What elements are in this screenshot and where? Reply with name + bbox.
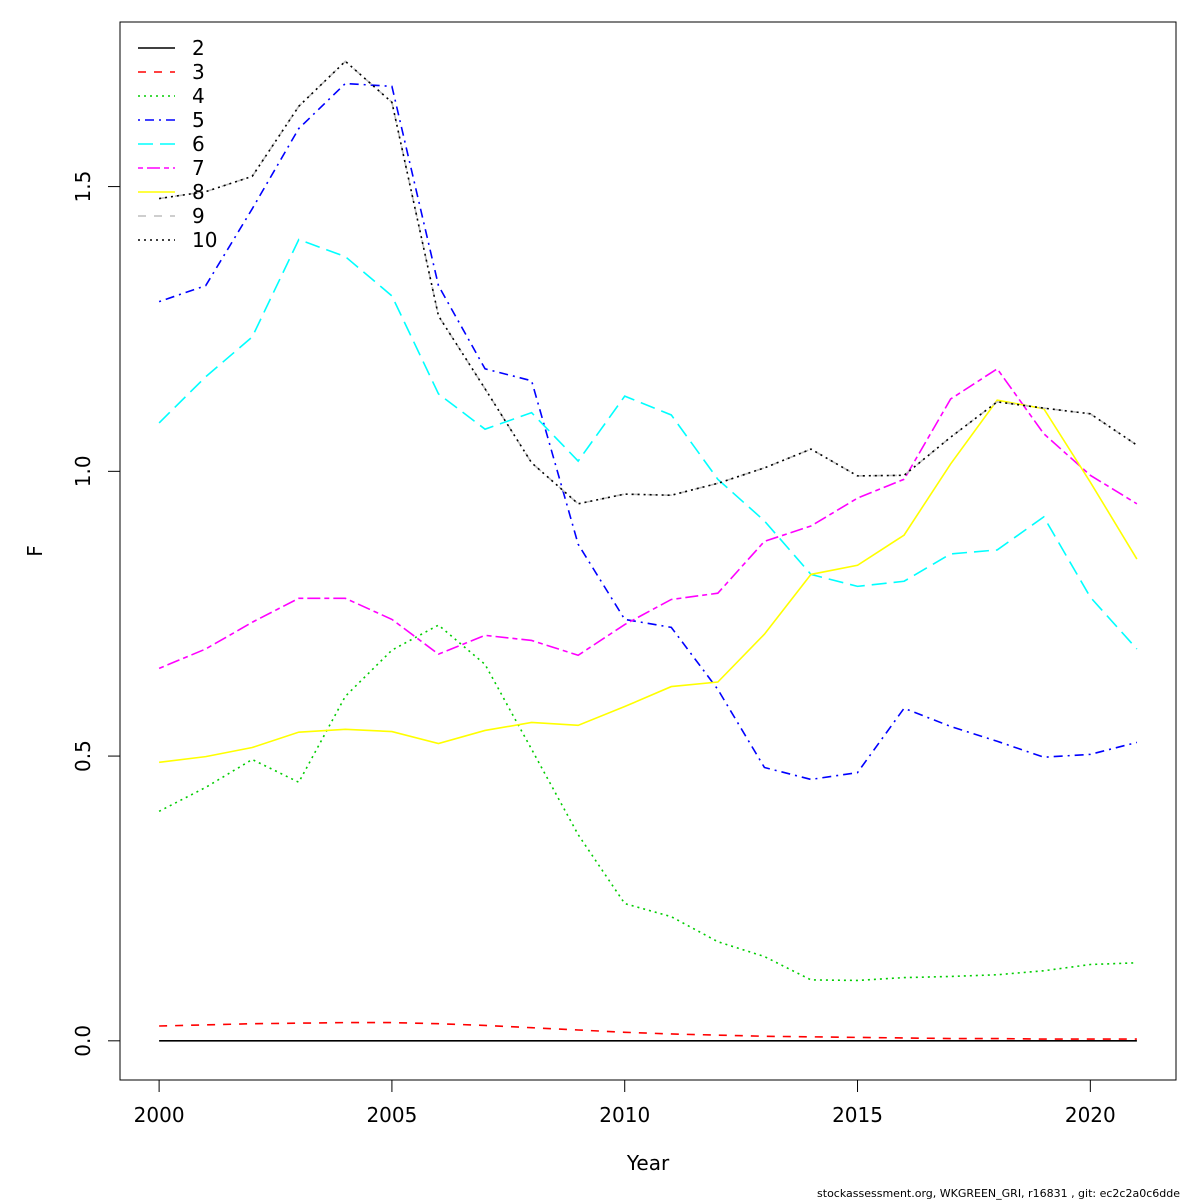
legend-label: 9 bbox=[192, 204, 205, 228]
series-line bbox=[159, 399, 1138, 764]
legend-label: 2 bbox=[192, 36, 205, 60]
legend-label: 10 bbox=[192, 228, 217, 252]
x-tick-label: 2000 bbox=[134, 1103, 185, 1127]
series-line bbox=[158, 60, 1138, 505]
series-line bbox=[158, 367, 1138, 670]
y-tick-label: 1.5 bbox=[71, 171, 95, 203]
series-line bbox=[158, 238, 1138, 650]
y-axis-label: F bbox=[23, 545, 47, 557]
y-tick-label: 1.0 bbox=[71, 455, 95, 487]
series-line bbox=[159, 1021, 1137, 1040]
series-line bbox=[158, 60, 1138, 505]
legend-label: 3 bbox=[192, 60, 205, 84]
x-tick-label: 2020 bbox=[1065, 1103, 1116, 1127]
legend-label: 5 bbox=[192, 108, 205, 132]
plot-frame bbox=[119, 21, 1177, 1081]
x-axis-label: Year bbox=[626, 1151, 670, 1175]
series-line bbox=[158, 82, 1138, 781]
x-tick-label: 2005 bbox=[366, 1103, 417, 1127]
y-tick-label: 0.0 bbox=[71, 1025, 95, 1057]
legend-label: 4 bbox=[192, 84, 205, 108]
x-tick-label: 2010 bbox=[599, 1103, 650, 1127]
footnote: stockassessment.org, WKGREEN_GRI, r16831… bbox=[817, 1187, 1180, 1200]
legend-label: 6 bbox=[192, 132, 205, 156]
legend-label: 7 bbox=[192, 156, 205, 180]
x-tick-label: 2015 bbox=[832, 1103, 883, 1127]
legend-label: 8 bbox=[192, 180, 205, 204]
series-line bbox=[158, 624, 1137, 982]
y-tick-label: 0.5 bbox=[71, 740, 95, 772]
